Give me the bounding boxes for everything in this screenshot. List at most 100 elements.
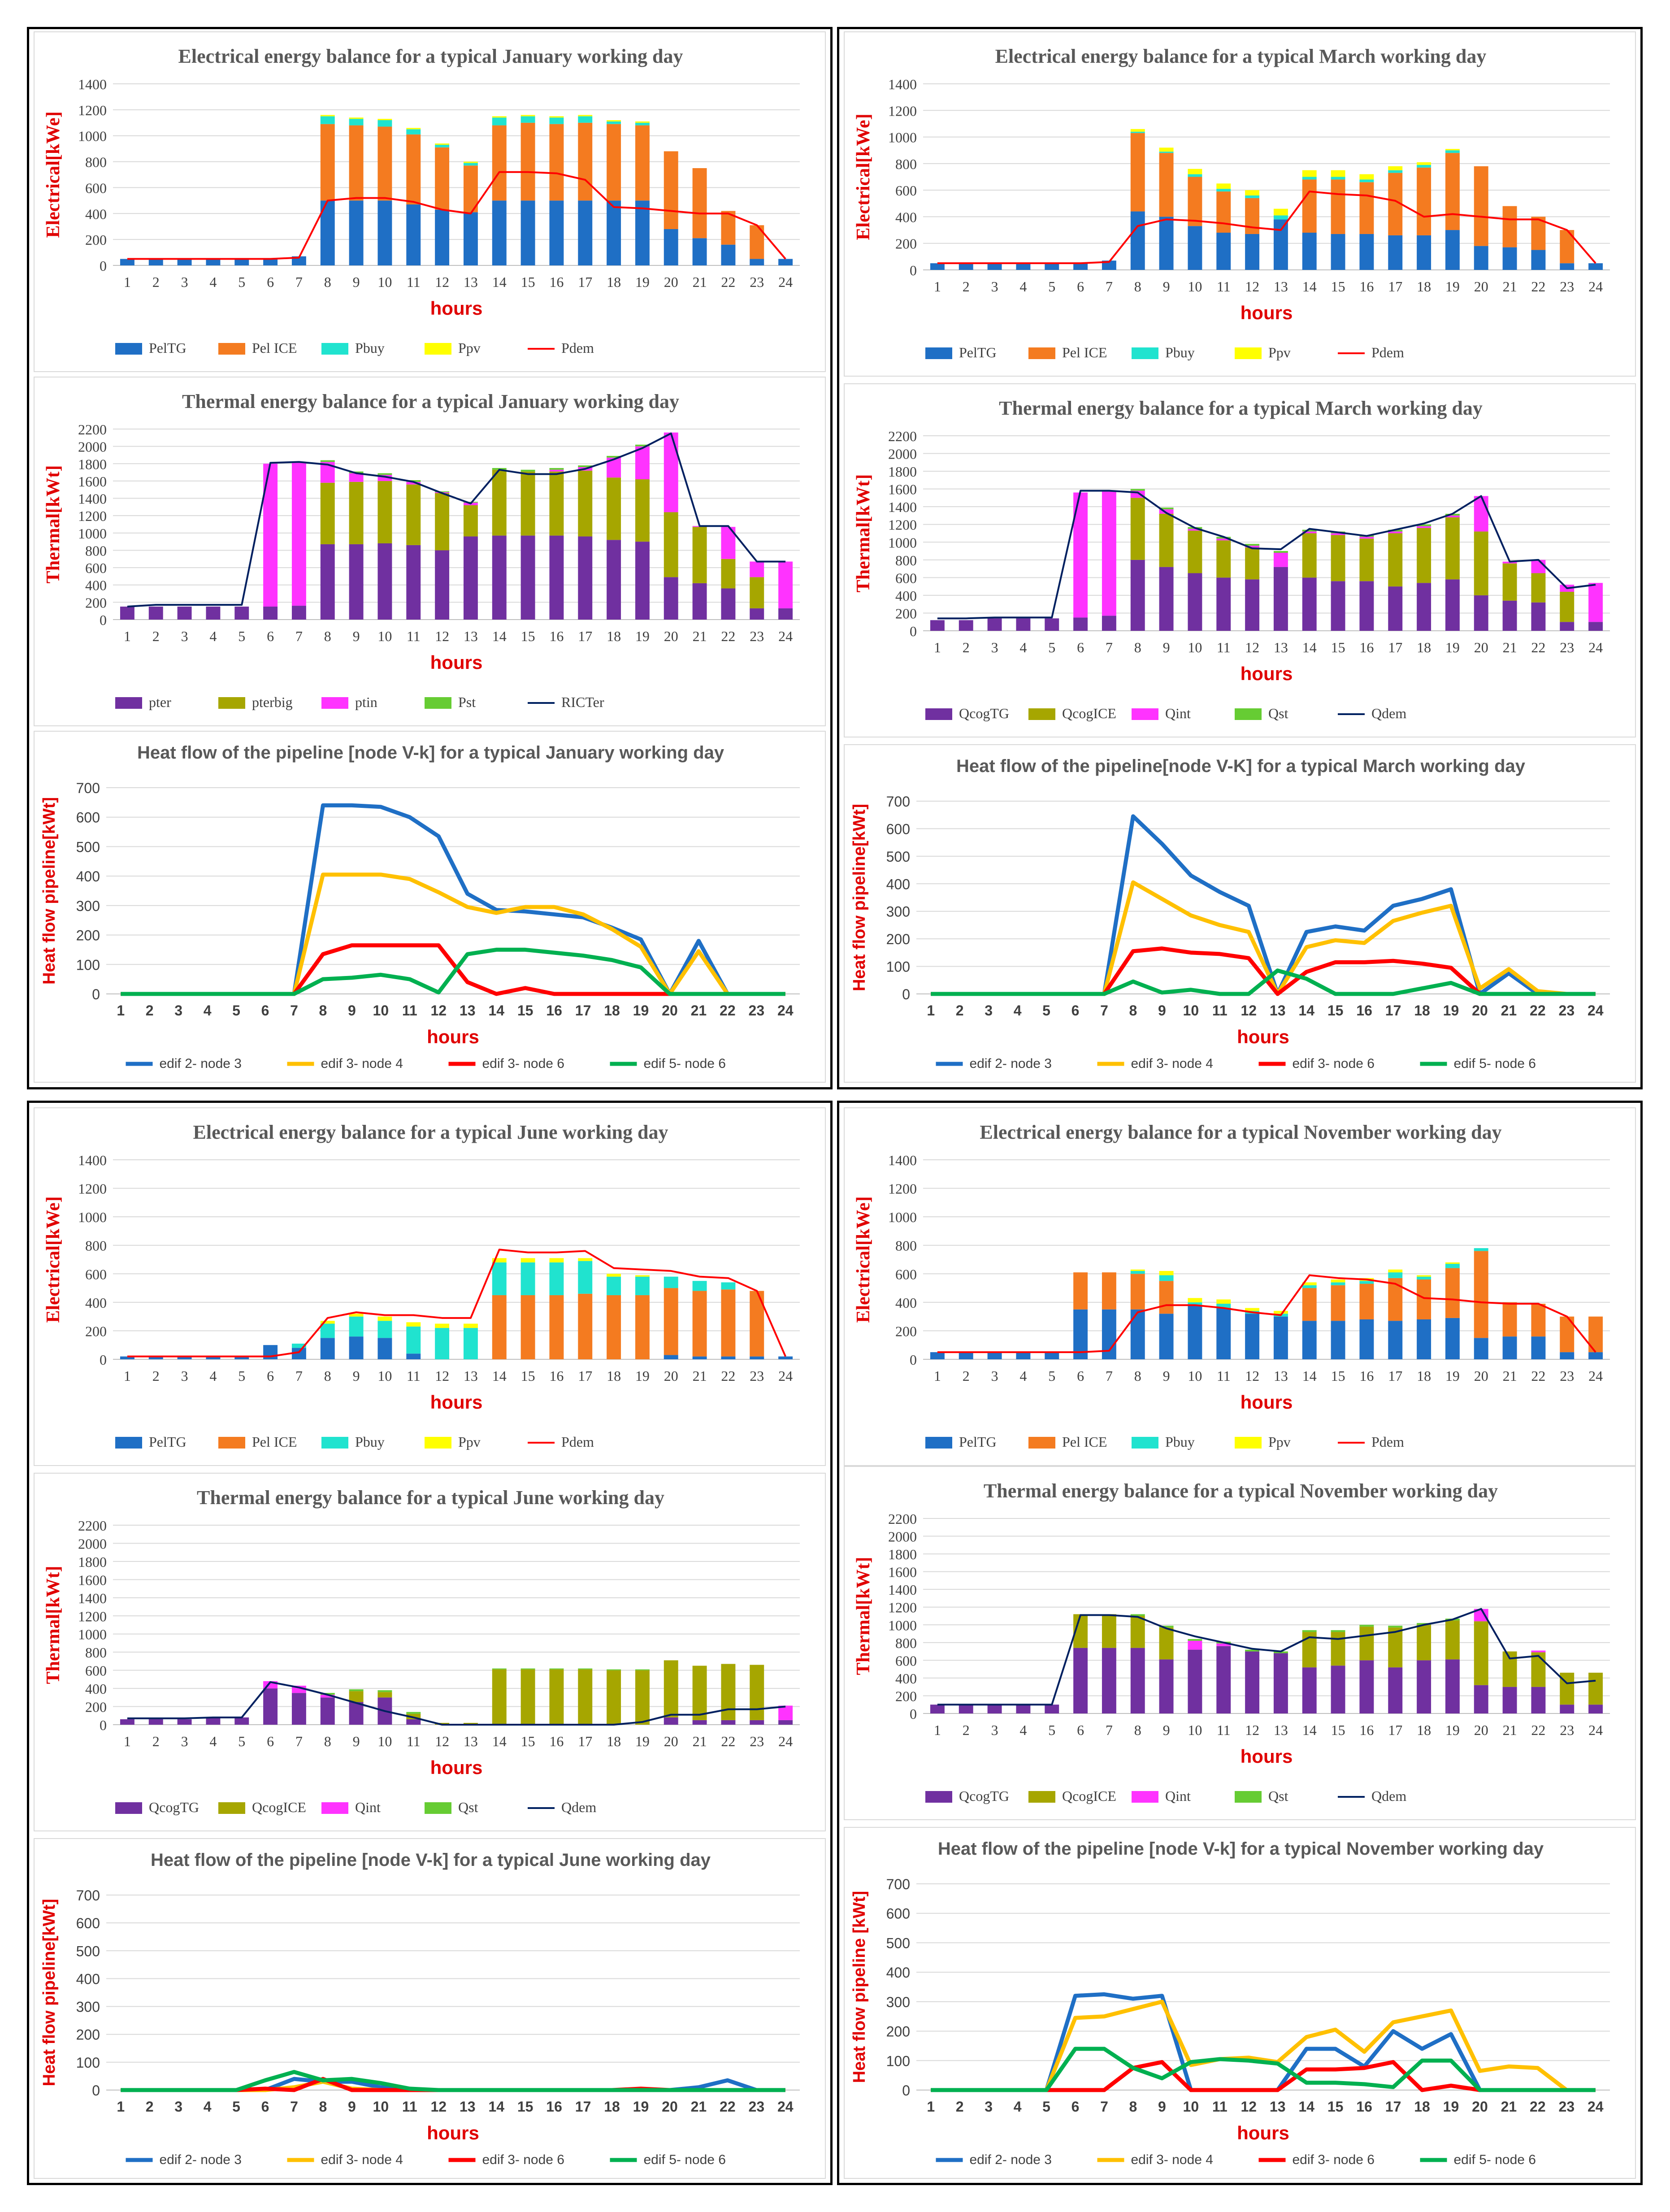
- bar-PelTG-h21: [1502, 1336, 1517, 1359]
- bar-pter-h19: [635, 542, 650, 620]
- x-tick-label: 4: [1014, 1002, 1022, 1019]
- x-tick-label: 11: [407, 1733, 421, 1749]
- bar-Pbuy-h18: [1417, 1276, 1431, 1279]
- legend-label: edif 2- node 3: [160, 2152, 242, 2167]
- bar-QcogTG-h4: [1016, 618, 1031, 631]
- bar-Pbuy-h17: [1388, 1272, 1403, 1278]
- x-tick-label: 6: [261, 2099, 269, 2115]
- x-tick-label: 12: [1241, 2099, 1257, 2115]
- x-tick-label: 1: [124, 274, 131, 290]
- x-tick-label: 9: [353, 1368, 360, 1384]
- bar-Pbuy-h9: [349, 119, 364, 126]
- x-tick-label: 17: [575, 2099, 591, 2115]
- bar-Qst-h11: [406, 1712, 421, 1714]
- y-tick-label: 600: [895, 1652, 917, 1669]
- bar-Pbuy-h19: [1445, 1264, 1460, 1268]
- legend-label: Pel ICE: [252, 340, 297, 356]
- legend-label: Pbuy: [355, 1434, 385, 1450]
- bar-QcogICE-h23: [1560, 592, 1575, 622]
- bar-PelTG-h10: [377, 200, 392, 265]
- bar-QcogTG-h18: [1417, 583, 1431, 631]
- bar-Pel-ICE-h14: [492, 125, 507, 201]
- bar-Qst-h13: [1273, 551, 1288, 553]
- chart-title: Electrical energy balance for a typical …: [995, 45, 1487, 67]
- bar-Pbuy-h11: [406, 129, 421, 134]
- y-axis-label: Heat flow pipeline[kWt]: [850, 804, 869, 991]
- bar-Pel-ICE-h19: [635, 1295, 650, 1359]
- x-tick-label: 5: [238, 274, 245, 290]
- bar-PelTG-h24: [1588, 1352, 1603, 1359]
- x-tick-label: 17: [1388, 1368, 1402, 1384]
- x-tick-label: 22: [1531, 278, 1545, 295]
- legend-label: Qint: [1165, 705, 1191, 721]
- bar-PelTG-h2: [148, 259, 163, 265]
- x-axis-label: hours: [1241, 1392, 1293, 1413]
- y-tick-label: 1200: [78, 1608, 107, 1624]
- x-tick-label: 7: [290, 2099, 298, 2115]
- bar-Ppv-h10: [1188, 1298, 1202, 1302]
- x-tick-label: 20: [1474, 639, 1488, 655]
- bar-PelTG-h14: [1302, 1321, 1317, 1359]
- legend-label: Ppv: [458, 1434, 481, 1450]
- y-tick-label: 1000: [78, 1209, 107, 1225]
- bar-pterbig-h23: [750, 577, 764, 608]
- bar-ptin-h20: [664, 432, 678, 512]
- x-tick-label: 4: [209, 274, 217, 290]
- x-tick-label: 24: [777, 1002, 794, 1019]
- bar-Qint-h24: [778, 1705, 793, 1720]
- bar-pterbig-h15: [521, 471, 535, 536]
- bar-Ppv-h17: [578, 1258, 593, 1261]
- y-tick-label: 400: [85, 577, 107, 594]
- bar-Pbuy-h12: [1245, 195, 1260, 198]
- chart-jan-el: Electrical energy balance for a typical …: [43, 45, 800, 356]
- legend-swatch: [1235, 708, 1262, 720]
- x-tick-label: 15: [1327, 1002, 1344, 1019]
- bar-Pbuy-h15: [1331, 177, 1345, 180]
- bar-QcogTG-h7: [1102, 616, 1116, 631]
- x-tick-label: 1: [124, 628, 131, 644]
- bar-PelTG-h21: [692, 1356, 707, 1359]
- bar-pter-h1: [120, 607, 134, 620]
- x-tick-label: 7: [295, 274, 303, 290]
- bar-Ppv-h17: [1388, 1269, 1403, 1273]
- bar-pterbig-h13: [463, 505, 478, 537]
- x-tick-label: 4: [204, 1002, 212, 1019]
- legend-label: Pdem: [561, 1434, 594, 1450]
- bar-pterbig-h20: [664, 512, 678, 577]
- chart-nov-th: Thermal energy balance for a typical Nov…: [853, 1480, 1610, 1804]
- y-tick-label: 1000: [78, 128, 107, 144]
- bar-Ppv-h9: [349, 1314, 364, 1317]
- y-tick-label: 200: [895, 1688, 917, 1704]
- bar-QcogTG-h9: [349, 1702, 364, 1725]
- x-tick-label: 11: [1217, 1722, 1231, 1738]
- y-tick-label: 1000: [888, 534, 917, 551]
- legend-label: Pbuy: [1165, 344, 1195, 360]
- bar-Pbuy-h16: [1359, 179, 1374, 182]
- x-tick-label: 23: [1560, 1722, 1574, 1738]
- bar-PelTG-h13: [1273, 1316, 1288, 1359]
- bar-PelTG-h3: [177, 1356, 192, 1359]
- bar-PelTG-h18: [1417, 235, 1431, 270]
- x-axis-label: hours: [430, 652, 483, 673]
- x-tick-label: 6: [267, 628, 274, 644]
- bar-Pbuy-h11: [1216, 1304, 1231, 1308]
- legend-swatch: [218, 697, 245, 709]
- legend-label: QcogICE: [252, 1799, 306, 1815]
- y-tick-label: 1200: [78, 508, 107, 524]
- bar-PelTG-h15: [521, 200, 535, 265]
- y-tick-label: 800: [85, 1238, 107, 1254]
- x-tick-label: 18: [607, 628, 621, 644]
- x-tick-label: 17: [1388, 278, 1402, 295]
- legend-swatch: [425, 697, 451, 709]
- bar-pter-h8: [320, 544, 335, 620]
- bar-Pel-ICE-h16: [1359, 182, 1374, 234]
- bar-Ppv-h18: [1417, 1275, 1431, 1277]
- x-tick-label: 24: [778, 1733, 793, 1749]
- x-tick-label: 8: [1129, 2099, 1137, 2115]
- bar-Pel-ICE-h20: [664, 1288, 678, 1355]
- y-tick-label: 400: [886, 876, 910, 892]
- bar-Pel-ICE-h21: [692, 1291, 707, 1357]
- chart-jun-el: Electrical energy balance for a typical …: [43, 1121, 800, 1450]
- y-tick-label: 700: [886, 1876, 910, 1892]
- x-tick-label: 3: [985, 2099, 993, 2115]
